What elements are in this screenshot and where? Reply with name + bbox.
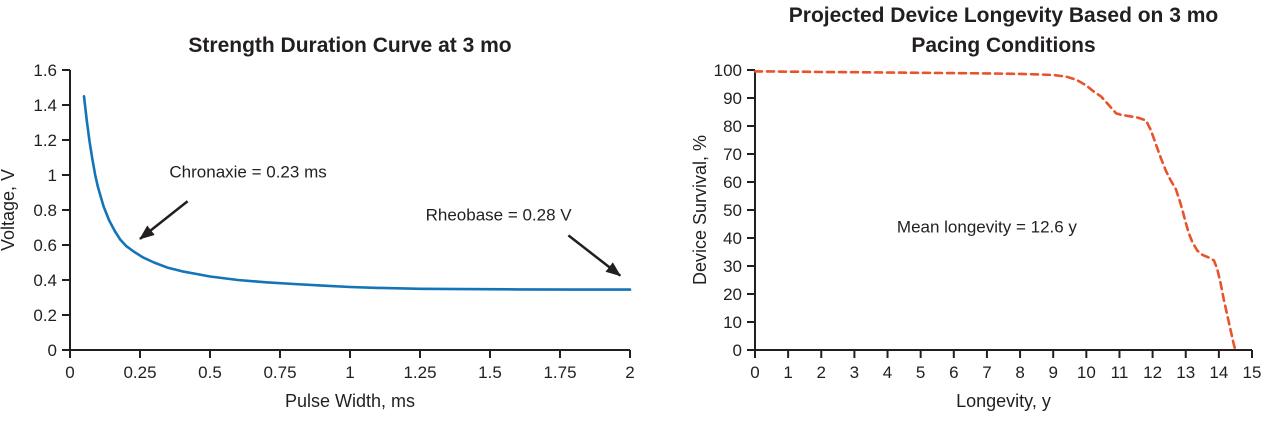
x-tick-label: 1.5: [478, 363, 502, 382]
y-tick-label: 10: [723, 313, 742, 332]
y-tick-label: 50: [723, 201, 742, 220]
annotation-arrow: [139, 200, 189, 240]
y-tick-label: 1: [48, 166, 57, 185]
x-tick-label: 0.5: [198, 363, 222, 382]
x-tick-label: 8: [1015, 363, 1024, 382]
x-tick-label: 0: [750, 363, 759, 382]
y-tick-label: 60: [723, 173, 742, 192]
chart-title: Pacing Conditions: [911, 34, 1095, 57]
x-tick-label: 7: [982, 363, 991, 382]
annotation-label: Mean longevity = 12.6 y: [897, 217, 1078, 236]
x-tick-label: 12: [1143, 363, 1162, 382]
y-tick-label: 1.4: [33, 96, 57, 115]
y-tick-label: 0: [733, 341, 742, 360]
device-longevity-chart-svg: Projected Device Longevity Based on 3 mo…: [690, 4, 1262, 411]
annotation-label: Rheobase = 0.28 V: [426, 206, 573, 225]
y-tick-label: 0: [48, 341, 57, 360]
x-tick-label: 9: [1048, 363, 1057, 382]
y-tick-label: 80: [723, 117, 742, 136]
strength-duration-chart-svg: Strength Duration Curve at 3 mo 0 0.25 0.5 0…: [0, 34, 635, 411]
x-tick-label: 0: [65, 363, 74, 382]
strength-duration-chart: Strength Duration Curve at 3 mo 0 0.25 0.5 0…: [0, 34, 635, 411]
x-tick-label: 0.25: [123, 363, 156, 382]
x-tick-label: 4: [883, 363, 892, 382]
y-tick-label: 0.2: [33, 306, 57, 325]
x-tick-label: 13: [1176, 363, 1195, 382]
y-tick-label: 90: [723, 89, 742, 108]
y-tick-label: 0.4: [33, 271, 57, 290]
chart-title: Strength Duration Curve at 3 mo: [188, 34, 511, 57]
x-tick-label: 1: [345, 363, 354, 382]
x-tick-label: 14: [1209, 363, 1228, 382]
y-tick-label: 20: [723, 285, 742, 304]
x-tick-label: 10: [1077, 363, 1096, 382]
x-tick-label: 5: [916, 363, 925, 382]
x-tick-label: 3: [850, 363, 859, 382]
y-axis-label: Device Survival, %: [690, 135, 710, 285]
y-tick-label: 0.8: [33, 201, 57, 220]
y-tick-label: 30: [723, 257, 742, 276]
device-survival-curve: [753, 70, 1237, 352]
x-tick-label: 0.75: [263, 363, 296, 382]
strength-duration-curve: [82, 95, 632, 291]
x-tick-label: 1.75: [543, 363, 576, 382]
y-tick-label: 40: [723, 229, 742, 248]
x-tick-label: 1: [783, 363, 792, 382]
device-longevity-chart: Projected Device Longevity Based on 3 mo…: [660, 0, 1280, 421]
x-tick-label: 2: [625, 363, 634, 382]
y-tick-label: 100: [714, 61, 742, 80]
y-tick-label: 70: [723, 145, 742, 164]
x-axis-label: Pulse Width, ms: [285, 391, 415, 411]
x-tick-label: 15: [1243, 363, 1262, 382]
x-tick-label: 11: [1111, 363, 1129, 382]
y-tick-label: 1.6: [33, 61, 57, 80]
chart-title: Projected Device Longevity Based on 3 mo: [789, 4, 1218, 27]
y-tick-label: 1.2: [33, 131, 57, 150]
x-axis-label: Longevity, y: [956, 391, 1051, 411]
x-tick-label: 6: [949, 363, 958, 382]
y-axis-label: Voltage, V: [0, 169, 18, 251]
x-tick-label: 2: [817, 363, 826, 382]
y-tick-label: 0.6: [33, 236, 57, 255]
annotation-arrow: [567, 234, 621, 277]
x-tick-label: 1.25: [403, 363, 436, 382]
annotation-label: Chronaxie = 0.23 ms: [169, 163, 326, 182]
